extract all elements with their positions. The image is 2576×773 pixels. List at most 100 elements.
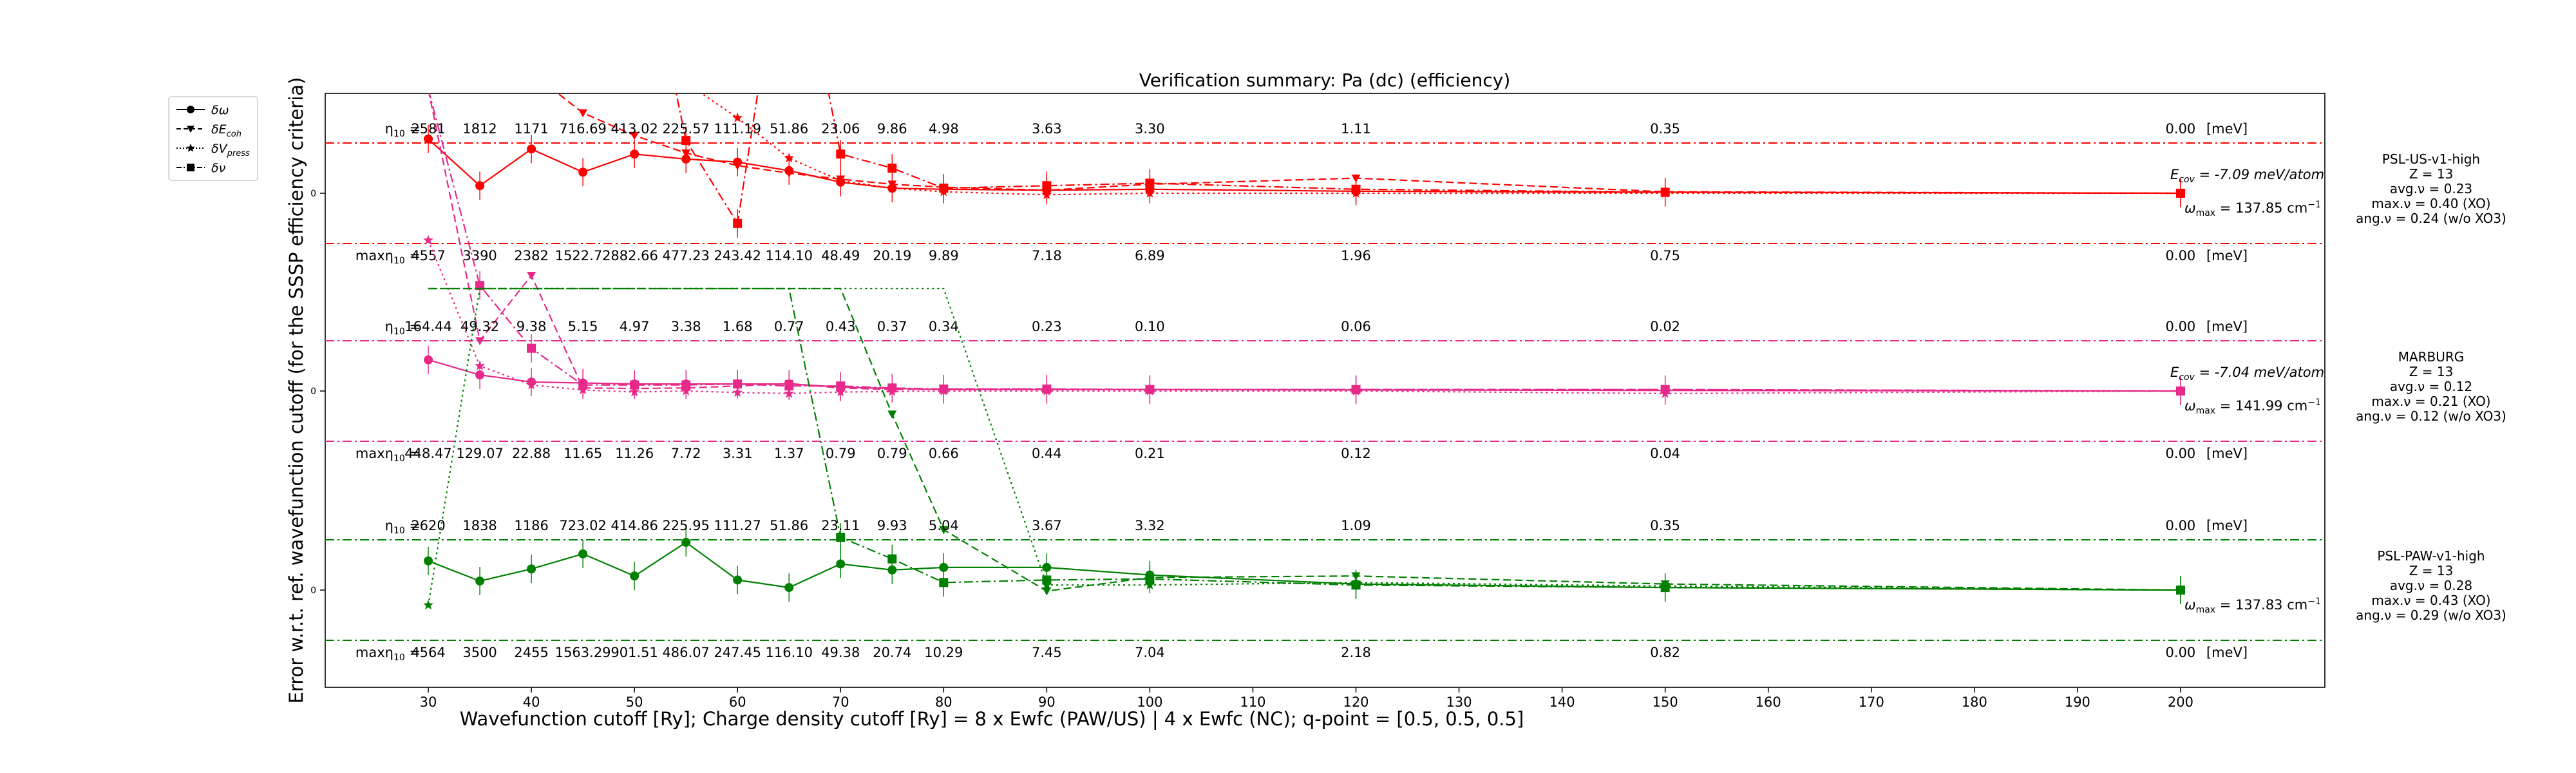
data-point (1145, 574, 1155, 584)
info-line: Z = 13 (2409, 364, 2454, 379)
data-point (733, 575, 743, 585)
max-eta-value: 7.45 (1032, 645, 1062, 660)
max-eta-value: 2.18 (1341, 645, 1371, 660)
chart-title: Verification summary: Pa (dc) (efficienc… (1139, 70, 1511, 91)
eta-value: 3.67 (1032, 518, 1062, 533)
data-point (681, 136, 691, 146)
y-tick-label: 0 (310, 189, 316, 199)
data-point (527, 272, 536, 280)
data-point (784, 169, 794, 178)
data-point (1660, 583, 1670, 593)
ecov-symbol: E (2170, 167, 2179, 182)
ecov-value: = -7.04 meV/atom (2195, 365, 2324, 380)
max-eta-value: 6.89 (1135, 248, 1165, 263)
eta-value: 0.10 (1135, 319, 1165, 334)
legend-label-3: δν (211, 161, 226, 175)
max-eta-value: 0.12 (1341, 446, 1371, 461)
max-eta-value: 4564 (411, 645, 445, 660)
legend-marker-1 (187, 126, 194, 133)
max-eta-value: 1.37 (774, 446, 804, 461)
data-point (475, 360, 486, 370)
data-point (527, 343, 536, 353)
omega-value: = 141.99 cm (2215, 398, 2307, 414)
omega-symbol: ω (2184, 398, 2196, 414)
max-eta-value: 7.18 (1032, 248, 1062, 263)
max-eta-value: 10.29 (924, 645, 963, 660)
x-tick-label: 140 (1549, 694, 1575, 710)
data-point (939, 562, 949, 572)
data-point (578, 167, 588, 177)
max-eta-value: 22.88 (512, 446, 551, 461)
eta-suffix: = (405, 121, 421, 137)
info-line: avg.ν = 0.28 (2390, 578, 2472, 593)
eta-value: 9.86 (877, 121, 907, 137)
series-line-1 (428, 93, 2181, 392)
eta-value: 51.86 (770, 518, 808, 533)
max-eta-label: maxη10 = (355, 645, 421, 663)
eta-value: 4.97 (620, 319, 650, 334)
eta-value: 0.34 (929, 319, 959, 334)
eta-suffix: = (405, 446, 421, 461)
eta-value: 0.00 (2166, 319, 2196, 334)
data-point (887, 164, 897, 173)
omega-label: ωmax = 141.99 cm−1 (2184, 397, 2321, 416)
unit-label: [meV] (2206, 645, 2248, 660)
data-point (527, 69, 536, 77)
data-point (887, 410, 897, 419)
data-point (733, 162, 743, 171)
eta-value: 4.98 (929, 121, 959, 137)
data-point (887, 554, 897, 564)
max-eta-value: 0.04 (1650, 446, 1680, 461)
eta-value: 1.09 (1341, 518, 1371, 533)
max-eta-value: 20.19 (873, 248, 911, 263)
x-tick-label: 100 (1137, 694, 1162, 710)
x-tick-label: 180 (1962, 694, 1987, 710)
data-point (681, 380, 691, 390)
x-tick-label: 130 (1446, 694, 1472, 710)
eta-value: 1812 (462, 121, 497, 137)
info-line: ang.ν = 0.29 (w/o XO3) (2356, 607, 2506, 623)
eta-suffix: = (405, 248, 421, 263)
data-point (1042, 575, 1052, 585)
data-point (681, 154, 691, 164)
x-tick-label: 170 (1859, 694, 1884, 710)
eta-value: 723.02 (559, 518, 606, 533)
eta-value: 5.15 (568, 319, 598, 334)
ecov-symbol: E (2170, 365, 2179, 380)
max-eta-label: maxη10 = (355, 446, 421, 464)
max-eta-value: 20.74 (873, 645, 911, 660)
series-group (423, 93, 2186, 405)
max-eta-value: 116.10 (765, 645, 812, 660)
info-line: max.ν = 0.40 (XO) (2371, 196, 2490, 211)
eta-value: 0.23 (1032, 319, 1062, 334)
ecov-sub: cov (2179, 175, 2195, 185)
unit-label: [meV] (2206, 446, 2248, 461)
data-point (475, 337, 485, 345)
eta-value: 0.35 (1650, 121, 1680, 137)
x-tick-label: 190 (2065, 694, 2090, 710)
eta-value: 9.38 (516, 319, 547, 334)
max-eta-value: 11.26 (615, 446, 654, 461)
max-eta-value: 486.07 (662, 645, 709, 660)
omega-unit-exp: −1 (2307, 200, 2321, 210)
plot-area (325, 93, 2325, 688)
info-line: MARBURG (2398, 349, 2465, 365)
data-point (939, 526, 949, 535)
max-eta-value: 11.65 (564, 446, 602, 461)
x-tick-label: 40 (523, 694, 540, 710)
series-group (424, 69, 2186, 238)
data-point (578, 380, 588, 390)
x-tick-label: 30 (420, 694, 437, 710)
data-point (475, 370, 485, 380)
eta-sub: 10 (393, 129, 405, 139)
omega-label: ωmax = 137.85 cm−1 (2184, 200, 2321, 218)
eta-value: 0.43 (826, 319, 856, 334)
data-point (423, 600, 433, 610)
max-eta-value: 0.00 (2166, 645, 2196, 660)
series-line-2 (700, 93, 2181, 196)
x-tick-label: 150 (1653, 694, 1678, 710)
data-point (1660, 385, 1670, 394)
ecov-label: Ecov = -7.09 meV/atom (2170, 167, 2324, 185)
y-tick-label: 0 (310, 586, 316, 596)
